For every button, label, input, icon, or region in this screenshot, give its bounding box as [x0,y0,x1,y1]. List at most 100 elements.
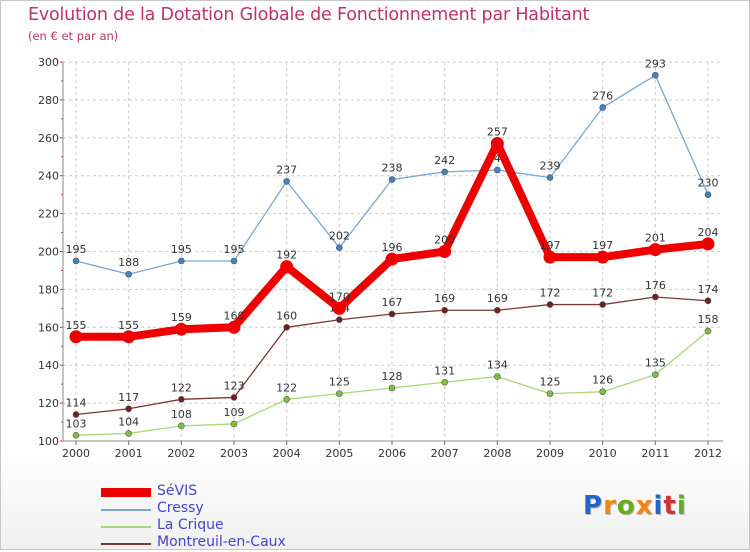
data-point [490,136,504,150]
data-label: 257 [487,125,508,138]
y-tick-label: 180 [38,283,59,296]
data-point [441,306,448,314]
series-s-vis: 155 155 159 160 192 170 196 200 257 197 197 201 204 [66,125,719,344]
series-montreuil-en-caux: 114117122123160164167169169172172176174 [66,279,719,418]
data-label: 125 [329,376,350,389]
x-tick-label: 2003 [220,447,248,460]
data-point [230,394,238,401]
data-point [648,243,662,257]
proxiti-logo: Proxiti [583,491,687,521]
data-point [701,237,715,251]
y-tick-label: 100 [38,435,59,448]
data-point [494,373,501,380]
data-point [336,390,343,397]
data-point [72,257,80,265]
data-point [441,378,448,386]
data-label: 195 [224,243,245,256]
data-point [122,330,136,344]
data-label: 195 [66,243,87,256]
data-point [227,320,241,334]
data-label: 114 [66,396,87,409]
data-point [494,166,501,174]
data-label: 192 [276,249,297,262]
data-label: 201 [645,232,666,245]
data-label: 160 [224,309,245,322]
data-point [599,388,606,396]
data-point [178,257,185,265]
data-label: 242 [434,154,455,167]
data-point [283,323,290,331]
data-point [388,310,396,318]
data-label: 135 [645,357,666,370]
x-tick-label: 2002 [167,447,195,460]
chart-title: Evolution de la Dotation Globale de Fonc… [28,5,590,25]
data-label: 169 [487,292,508,305]
data-label: 239 [540,160,561,173]
data-label: 293 [645,57,666,70]
data-point [230,257,238,265]
data-point [125,270,132,278]
data-point [125,405,132,413]
data-label: 174 [698,283,719,296]
data-label: 238 [382,161,403,174]
data-label: 197 [592,239,613,252]
data-point [125,430,132,437]
data-label: 108 [171,408,192,421]
data-label: 104 [118,415,139,428]
data-point [652,371,659,378]
data-label: 276 [592,89,613,102]
data-label: 176 [645,279,666,292]
data-label: 109 [224,406,245,419]
data-label: 197 [540,239,561,252]
data-label: 125 [540,376,561,389]
data-label: 167 [382,296,403,309]
x-tick-label: 2001 [115,447,143,460]
x-tick-label: 2010 [589,447,617,460]
data-label: 202 [329,230,350,243]
data-label: 158 [698,313,719,326]
data-point [280,260,294,274]
data-point [546,301,554,308]
data-point [546,174,554,181]
data-label: 237 [276,163,297,176]
data-label: 196 [382,241,403,254]
data-point [704,191,712,198]
x-tick-label: 2007 [431,447,459,460]
data-point [336,316,343,324]
data-label: 160 [276,309,297,322]
legend-label: Montreuil-en-Caux [157,534,286,550]
data-label: 134 [487,359,508,372]
data-point [388,176,396,183]
data-point [494,306,501,314]
data-label: 126 [592,374,613,387]
data-label: 170 [329,290,350,303]
y-tick-label: 260 [38,132,59,145]
data-label: 123 [224,379,245,392]
legend-label: SéVIS [157,483,198,499]
y-tick-label: 140 [38,359,59,372]
data-point [336,244,343,252]
data-label: 204 [698,226,719,239]
x-tick-label: 2005 [325,447,353,460]
data-point [599,301,606,308]
data-point [441,168,448,176]
data-point [72,432,80,439]
data-point [652,293,659,301]
data-point [704,297,712,305]
x-tick-label: 2000 [62,447,90,460]
legend-label: La Crique [157,517,224,533]
data-label: 155 [118,319,139,332]
series-la-crique: 103 104 108 109 122 125 128 131 134 125 126 135 158 [66,313,719,439]
data-point [283,396,290,403]
data-point [178,422,185,430]
data-label: 188 [118,256,139,269]
data-point [332,301,346,315]
data-label: 230 [698,177,719,190]
data-point [652,71,659,79]
y-tick-label: 200 [38,246,59,259]
x-tick-label: 2009 [536,447,564,460]
data-point [283,178,290,185]
data-point [178,396,185,403]
x-tick-label: 2006 [378,447,406,460]
